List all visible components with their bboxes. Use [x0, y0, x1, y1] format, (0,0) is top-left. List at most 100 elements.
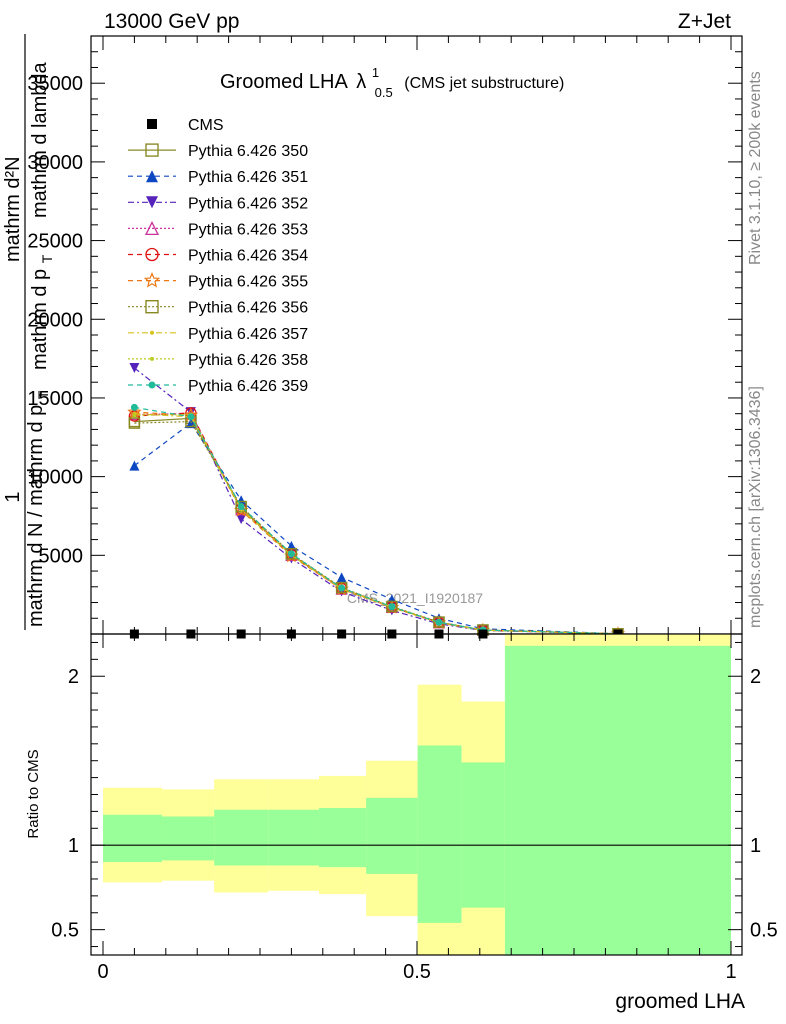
- data-point: [237, 503, 245, 511]
- data-point: [235, 503, 248, 516]
- main-y-tick-label: 35000: [27, 73, 83, 95]
- ratio-band-inner: [319, 808, 367, 868]
- ylabel-denominator: mathrm d N / mathrm d p T: [25, 390, 51, 627]
- legend-entry: Pythia 6.426 358: [128, 352, 308, 369]
- data-point: [145, 247, 159, 262]
- data-point: [336, 572, 347, 583]
- ratio-band-inner: [162, 816, 215, 861]
- ratio-y-tick-label-right: 2: [750, 666, 761, 688]
- legend-entry: Pythia 6.426 352: [128, 195, 308, 212]
- legend-entry: Pythia 6.426 354: [128, 248, 308, 265]
- ylabel-numerator-1-text: mathrm d²N: [2, 156, 24, 262]
- legend-label: Pythia 6.426 353: [188, 221, 308, 238]
- ratio-band-inner: [417, 745, 462, 923]
- data-point: [236, 514, 247, 525]
- legend-label: Pythia 6.426 356: [188, 300, 308, 317]
- main-y-tick-label: 5000: [39, 545, 84, 567]
- data-point: [150, 330, 154, 335]
- legend-entry: Pythia 6.426 351: [128, 169, 308, 186]
- data-point: [132, 413, 137, 418]
- data-point: [128, 410, 141, 422]
- ylabel-numerator-2-sub: T: [39, 254, 55, 263]
- ratio-bands: [103, 634, 731, 955]
- main-plot-panel: 5000 10000 15000 20000 25000 30000 35000 CMS_2…: [2, 34, 743, 640]
- ratio-x-tick-label: 0: [97, 961, 108, 983]
- main-y-tick-label: 15000: [27, 388, 83, 410]
- ratio-plot-panel: 0.5 0.51 12 2 0 0.5 1 Ratio to CMS groomed LH…: [25, 633, 778, 1013]
- data-point: [285, 548, 298, 560]
- data-point: [386, 600, 398, 613]
- process-label: Z+Jet: [678, 10, 731, 33]
- mcplots-label: mcplots.cern.ch [arXiv:1306.3436]: [747, 386, 764, 628]
- ratio-x-tick-label: 0.5: [403, 961, 431, 983]
- data-point: [129, 460, 140, 471]
- main-y-ticks: 5000 10000 15000 20000 25000 30000 35000: [27, 35, 742, 635]
- ratio-y-ticks: 0.5 0.5 1 1 2 2: [51, 641, 778, 948]
- ylabel-denominator-text: mathrm d N / mathrm d p: [25, 405, 47, 627]
- chart-title-main: Groomed LHA: [220, 71, 348, 93]
- data-point: [185, 407, 196, 418]
- legend-label: Pythia 6.426 355: [188, 274, 308, 291]
- legend-entry: Pythia 6.426 359: [128, 378, 308, 395]
- chart-title: Groomed LHA λ 1 0.5 (CMS jet substructur…: [220, 60, 564, 102]
- data-point: [129, 363, 140, 374]
- ratio-band-inner: [504, 645, 731, 955]
- legend-entry: CMS: [147, 117, 224, 134]
- ratio-y-tick-label-left: 1: [68, 835, 79, 857]
- legend-label: CMS: [188, 117, 224, 134]
- chart-title-sub: 0.5: [375, 85, 393, 100]
- legend-entry: Pythia 6.426 350: [128, 143, 308, 160]
- watermark: CMS_2021_I1920187: [347, 590, 483, 606]
- data-point: [287, 550, 295, 558]
- data-point: [148, 381, 156, 389]
- main-y-tick-label: 30000: [27, 152, 83, 174]
- ylabel-numerator-1: mathrm d²N: [2, 156, 24, 262]
- data-point: [130, 403, 138, 411]
- ylabel-numerator-2-text: mathrm d p: [29, 269, 51, 370]
- ratio-band-inner: [103, 814, 163, 863]
- legend-label: Pythia 6.426 352: [188, 195, 308, 212]
- legend-label: Pythia 6.426 358: [188, 352, 308, 369]
- legend-label: Pythia 6.426 359: [188, 378, 308, 395]
- ratio-band-inner: [268, 809, 320, 866]
- data-point: [388, 603, 396, 611]
- legend-label: Pythia 6.426 350: [188, 143, 308, 160]
- ylabel-numerator-2: mathrm d p T: [29, 254, 55, 370]
- ylabel-prefix: 1: [2, 491, 24, 502]
- ratio-plot-frame: [90, 633, 743, 956]
- legend-entry: Pythia 6.426 356: [128, 300, 308, 317]
- chart-title-suffix: (CMS jet substructure): [404, 75, 564, 92]
- data-point: [435, 618, 443, 626]
- ratio-y-tick-label-right: 1: [750, 835, 761, 857]
- legend-entry: Pythia 6.426 355: [128, 272, 308, 291]
- main-y-tick-label: 25000: [27, 231, 83, 253]
- ratio-x-tick-label: 1: [725, 961, 736, 983]
- rivet-label: Rivet 3.1.10, ≥ 200k events: [747, 71, 764, 265]
- chart-title-lambda: λ: [356, 71, 366, 93]
- data-point: [143, 272, 161, 288]
- chart-title-sup: 1: [372, 65, 379, 80]
- main-series-group: [127, 363, 626, 640]
- data-point: [128, 417, 141, 429]
- ratio-band-inner: [366, 797, 418, 874]
- data-point: [433, 616, 445, 628]
- data-point: [147, 119, 157, 129]
- data-point: [145, 300, 159, 314]
- ratio-band-inner: [214, 809, 269, 866]
- ratio-y-tick-label-left: 0.5: [51, 920, 79, 942]
- data-point: [146, 196, 158, 209]
- ratio-y-tick-label-left: 2: [68, 666, 79, 688]
- data-point: [144, 220, 160, 236]
- data-point: [150, 356, 154, 361]
- data-point: [145, 143, 159, 157]
- legend-entry: Pythia 6.426 357: [128, 326, 308, 343]
- data-point: [335, 581, 348, 594]
- ratio-y-tick-label-right: 0.5: [750, 920, 778, 942]
- legend-label: Pythia 6.426 357: [188, 326, 308, 343]
- main-y-axis-label: 1 mathrm d N / mathrm d p T mathrm d²N m…: [2, 34, 55, 630]
- legend: CMS Pythia 6.426 350 Pythia 6.426 351 Pythi…: [128, 117, 308, 395]
- ylabel-denominator-sub: T: [35, 390, 51, 399]
- legend-entry: Pythia 6.426 353: [128, 220, 308, 238]
- main-y-tick-label: 20000: [27, 309, 83, 331]
- ratio-band-inner: [461, 762, 505, 908]
